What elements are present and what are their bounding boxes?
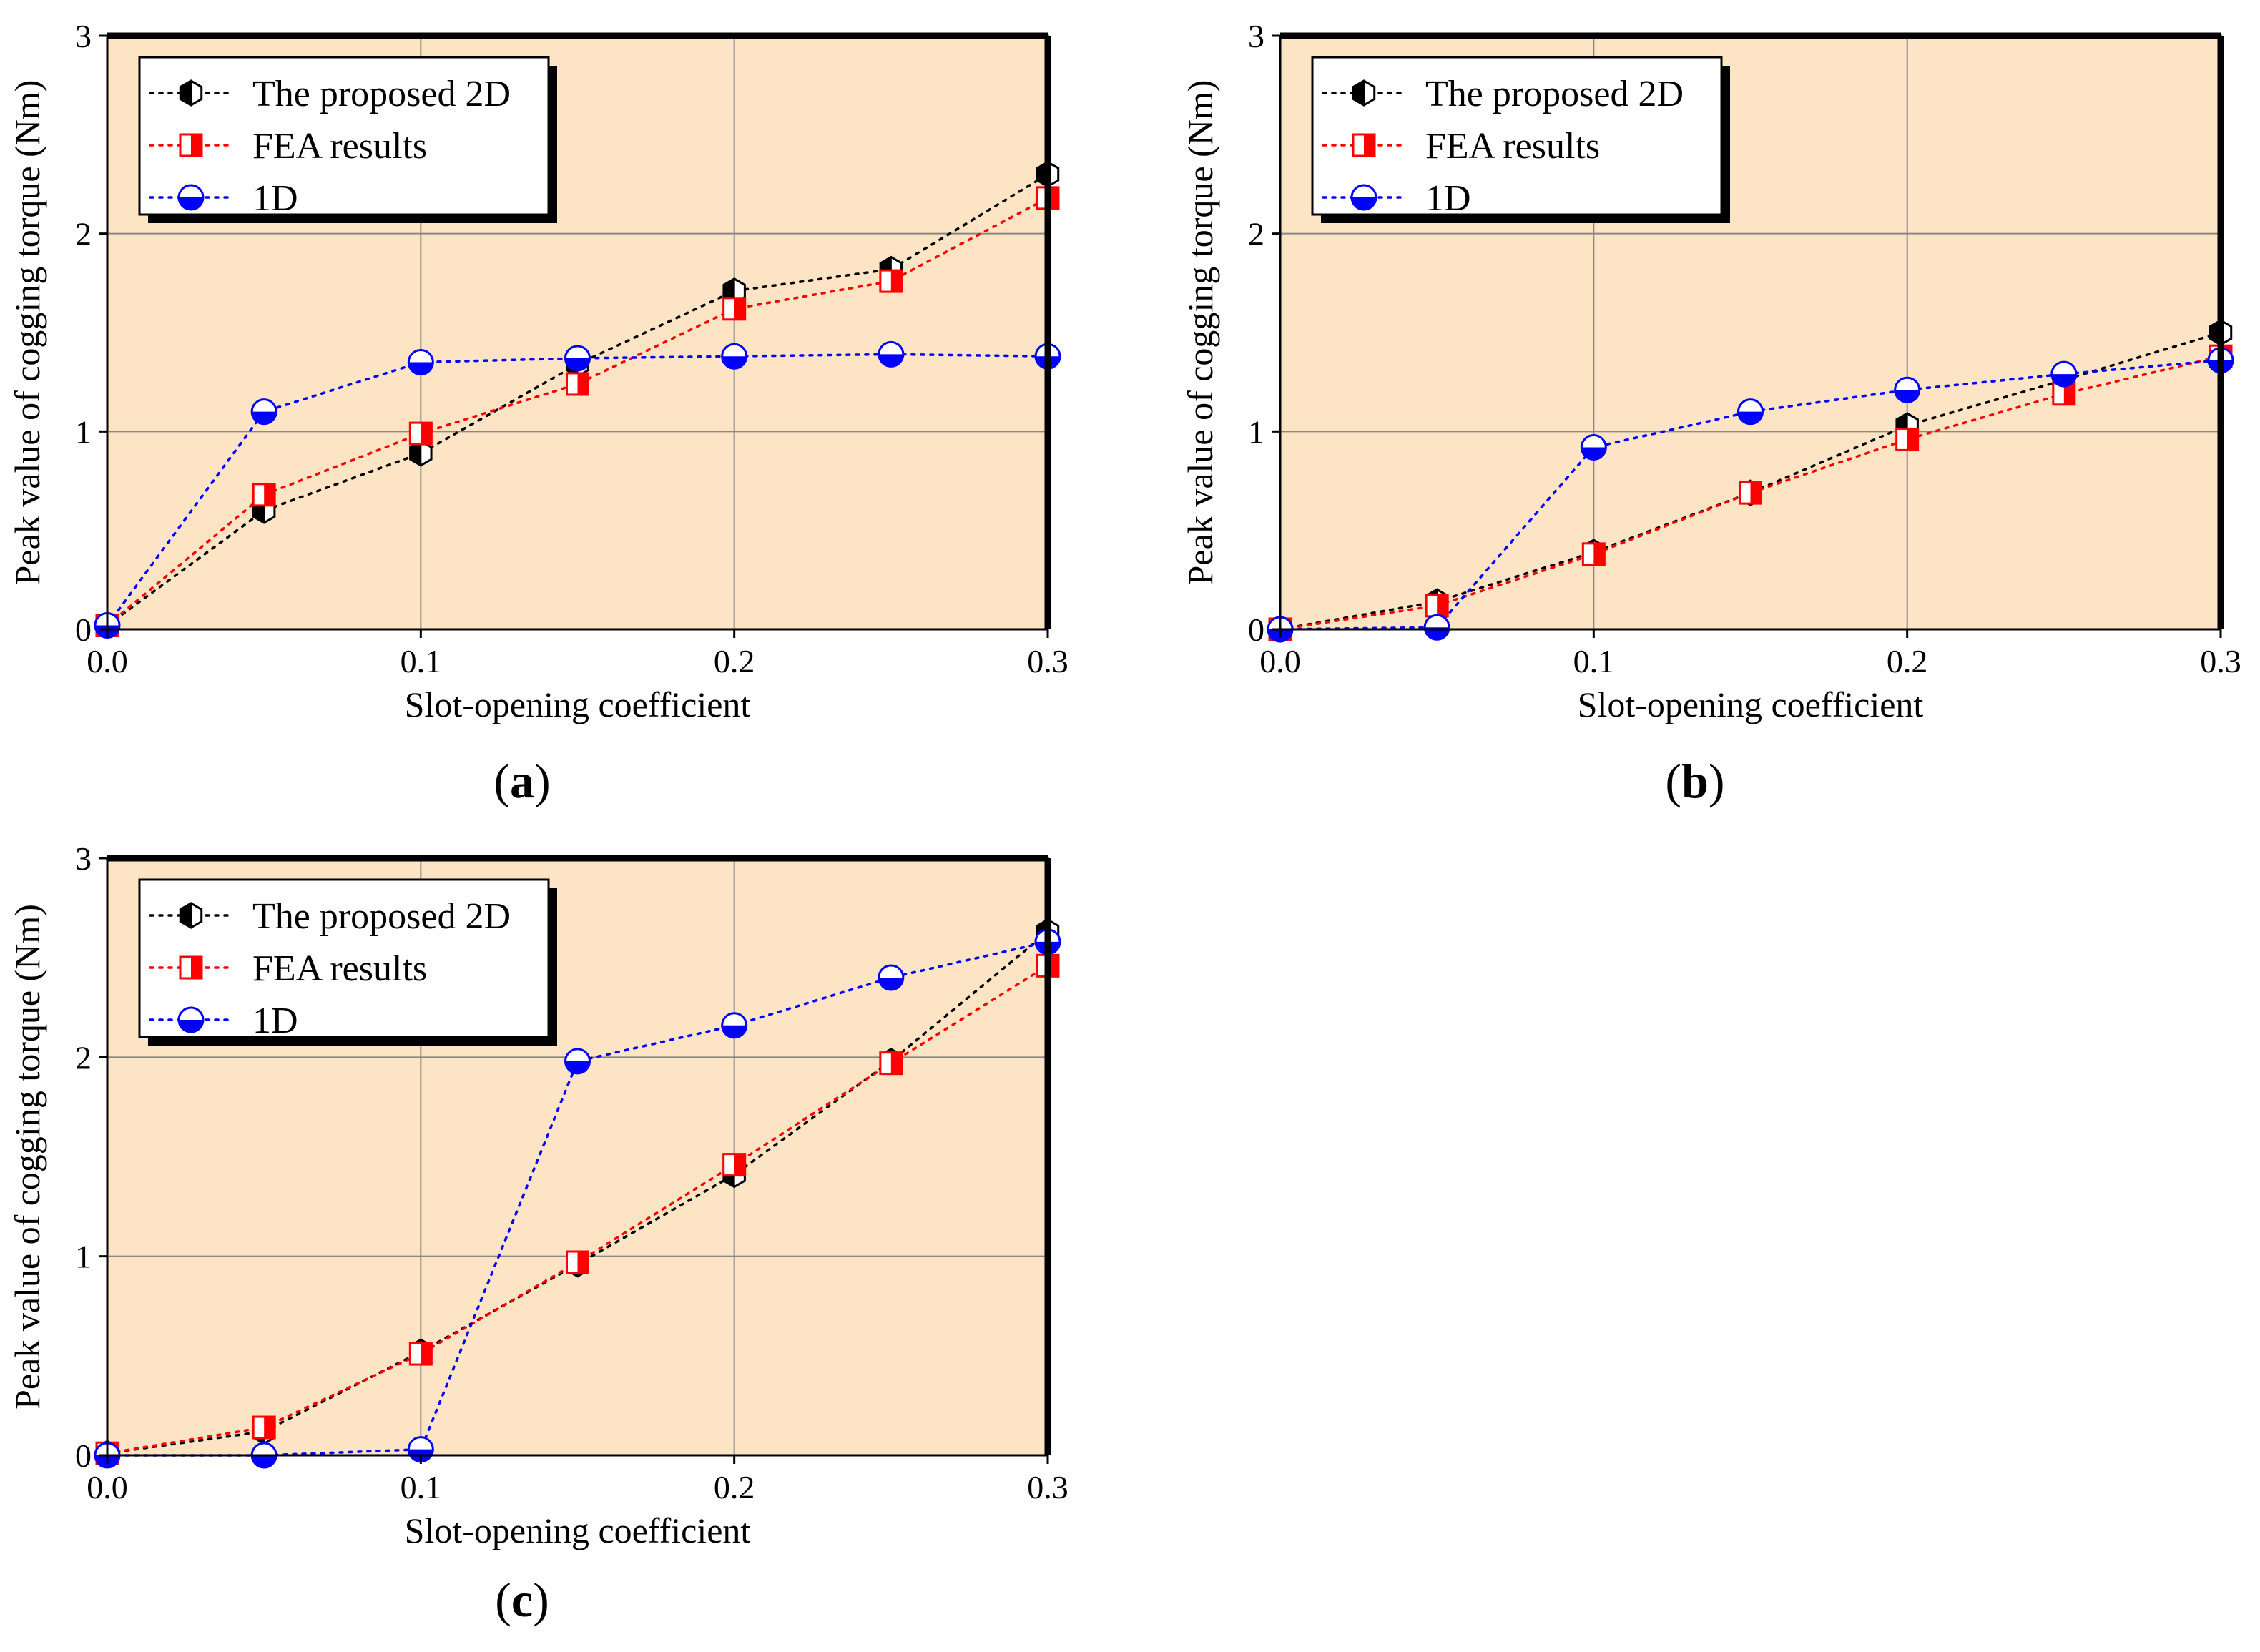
data-point-s2-p5 (878, 964, 905, 991)
legend-label-0: The proposed 2D (1425, 74, 1684, 114)
caption-letter: b (1681, 754, 1709, 808)
caption-close-paren: ) (534, 754, 551, 808)
x-axis-label: Slot-opening coefficient (405, 684, 751, 724)
caption-open-paren: ( (493, 754, 510, 808)
data-point-s2-p1 (1423, 614, 1450, 641)
data-point-s1-p2 (408, 421, 433, 446)
data-point-s1-p3 (1739, 481, 1762, 505)
x-tick-label: 0.3 (2200, 643, 2241, 679)
panel-caption: (c) (495, 1573, 549, 1627)
legend-label-0: The proposed 2D (252, 74, 511, 114)
data-point-s2-p5 (878, 340, 905, 368)
x-tick-label: 0.0 (87, 643, 128, 679)
data-point-s0-p2 (409, 440, 433, 467)
caption-open-paren: ( (1665, 754, 1681, 808)
y-tick-label: 1 (75, 1239, 92, 1275)
data-point-s1-p5 (879, 1051, 903, 1076)
x-tick-label: 0.2 (1887, 643, 1928, 679)
data-point-s1-p4 (1895, 427, 1920, 451)
x-tick-label: 0.1 (1573, 643, 1615, 679)
x-tick-label: 0.0 (87, 1469, 128, 1505)
y-tick-label: 1 (75, 413, 92, 450)
legend-label-1: FEA results (252, 948, 427, 989)
chart-panel-b: 0.0 0.1 0.2 0.3 0 1 2 3 Slot-opening coefficient… (1180, 18, 2241, 808)
data-point-s1-p4 (722, 297, 747, 321)
legend-marker-1 (179, 955, 203, 980)
y-tick-label: 2 (1248, 216, 1264, 252)
legend-box (138, 878, 550, 1038)
data-point-s2-p4 (721, 343, 748, 370)
caption-letter: a (510, 754, 534, 808)
y-tick-label: 2 (75, 1039, 92, 1076)
x-axis-label: Slot-opening coefficient (405, 1510, 751, 1550)
legend-box (1311, 56, 1723, 216)
x-tick-label: 0.1 (401, 1469, 442, 1505)
legend-label-0: The proposed 2D (252, 896, 511, 937)
legend-marker-1 (1352, 133, 1376, 157)
data-point-s1-p1 (252, 483, 276, 507)
legend-marker-2 (177, 184, 205, 211)
caption-open-paren: ( (495, 1573, 511, 1627)
data-point-s1-p1 (1425, 594, 1449, 618)
y-tick-label: 3 (75, 18, 92, 54)
data-point-s2-p2 (407, 349, 434, 375)
x-tick-label: 0.2 (714, 1469, 755, 1505)
caption-letter: c (511, 1573, 533, 1627)
caption-close-paren: ) (1709, 754, 1725, 808)
caption-close-paren: ) (533, 1573, 549, 1627)
data-point-s1-p3 (566, 1250, 589, 1274)
y-tick-label: 3 (1248, 18, 1264, 54)
y-axis-label: Peak value of cogging torque (Nm) (7, 80, 47, 586)
y-tick-label: 2 (75, 216, 92, 252)
legend-marker-2 (1350, 184, 1377, 211)
legend: The proposed 2D FEA results 1D (1311, 56, 1730, 223)
data-point-s2-p2 (1580, 433, 1607, 461)
y-tick-label: 0 (1248, 611, 1264, 648)
legend-label-2: 1D (252, 178, 298, 219)
y-tick-label: 1 (1248, 413, 1264, 450)
legend-label-2: 1D (1425, 178, 1471, 219)
x-axis-label: Slot-opening coefficient (1578, 684, 1924, 724)
x-tick-label: 0.2 (714, 643, 755, 679)
data-point-s2-p3 (564, 345, 591, 372)
y-axis-label: Peak value of cogging torque (Nm) (1180, 80, 1220, 586)
legend-label-1: FEA results (252, 126, 427, 167)
data-point-s1-p4 (722, 1153, 747, 1177)
data-point-s2-p3 (1737, 398, 1764, 426)
legend-marker-0 (179, 79, 203, 107)
data-point-s2-p4 (721, 1012, 748, 1039)
data-point-s2-p5 (2050, 360, 2078, 388)
legend: The proposed 2D FEA results 1D (138, 56, 557, 223)
x-tick-label: 0.3 (1027, 1469, 1068, 1505)
data-point-s1-p5 (879, 269, 903, 293)
panel-caption: (a) (493, 754, 550, 808)
chart-panel-c: 0.0 0.1 0.2 0.3 0 1 2 3 Slot-opening coefficient… (7, 840, 1068, 1627)
data-point-s2-p4 (1894, 376, 1921, 403)
data-point-s1-p3 (566, 372, 589, 396)
legend-marker-0 (179, 902, 203, 929)
y-tick-label: 3 (75, 840, 92, 877)
data-point-s2-p1 (250, 398, 277, 426)
x-tick-label: 0.1 (401, 643, 442, 679)
y-axis-label: Peak value of cogging torque (Nm) (7, 904, 47, 1410)
y-tick-label: 0 (75, 611, 92, 648)
data-point-s1-p2 (1581, 542, 1606, 566)
x-tick-label: 0.0 (1259, 643, 1301, 679)
data-point-s2-p3 (564, 1048, 591, 1075)
legend-marker-0 (1352, 79, 1376, 107)
chart-panel-a: 0.0 0.1 0.2 0.3 0 1 2 3 Slot-opening coefficient… (7, 18, 1068, 808)
panel-caption: (b) (1665, 754, 1724, 808)
x-tick-label: 0.3 (1027, 643, 1068, 679)
legend: The proposed 2D FEA results 1D (138, 878, 557, 1046)
data-point-s1-p2 (408, 1342, 433, 1366)
legend-label-1: FEA results (1425, 126, 1600, 167)
legend-label-2: 1D (252, 1000, 298, 1041)
legend-box (138, 56, 550, 216)
data-point-s1-p1 (252, 1415, 276, 1440)
legend-marker-2 (177, 1006, 205, 1033)
y-tick-label: 0 (75, 1437, 92, 1474)
legend-marker-1 (179, 133, 203, 157)
